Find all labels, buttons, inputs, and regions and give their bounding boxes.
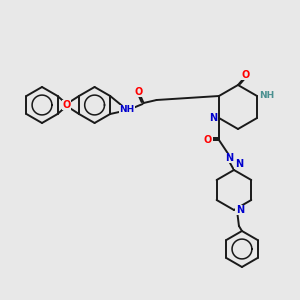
Text: N: N [225, 153, 233, 163]
Text: O: O [242, 70, 250, 80]
Text: N: N [209, 113, 217, 123]
Text: NH: NH [119, 106, 134, 115]
Text: N: N [235, 159, 243, 169]
Text: O: O [134, 87, 143, 97]
Text: O: O [204, 135, 212, 145]
Text: NH: NH [259, 92, 274, 100]
Text: N: N [236, 205, 244, 215]
Text: O: O [62, 100, 71, 110]
